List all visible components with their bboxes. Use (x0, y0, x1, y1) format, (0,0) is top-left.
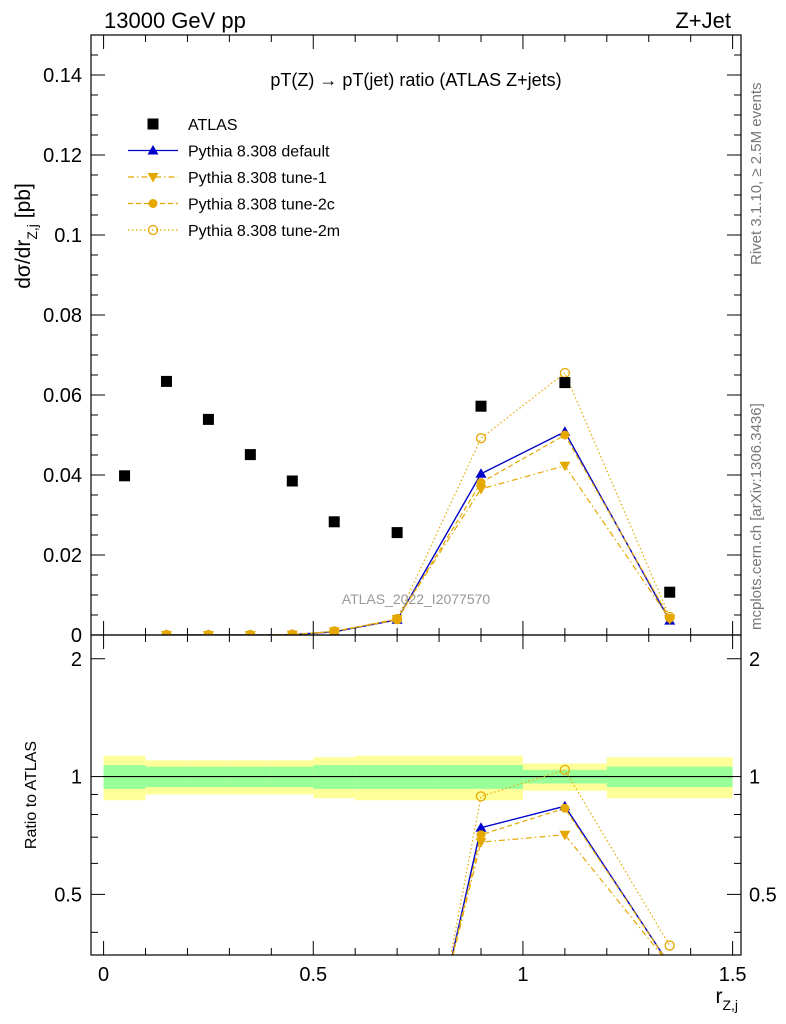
ratio-y-tick-label: 0.5 (54, 884, 82, 906)
x-axis-label-sub: Z,j (722, 997, 738, 1013)
main-y-axis-label-text: dσ/dr (12, 240, 35, 289)
atlas-point (559, 377, 571, 389)
ratio-y-tick-labels: 0.5 0.5 1 1 2 2 (54, 649, 777, 907)
series-2-line (166, 434, 671, 635)
legend-label-4: Pythia 8.308 tune-2m (188, 223, 340, 240)
series-2-ratio-point (560, 803, 570, 813)
legend-marker-1 (147, 145, 159, 155)
legend: ATLAS Pythia 8.308 default Pythia 8.308 tu… (128, 117, 340, 240)
legend-marker-2 (147, 173, 159, 183)
main-panel: 0 0.02 0.04 0.06 0.08 0.1 0.12 0.14 pT(Z) → pT(… (12, 34, 742, 647)
header-right-label: Z+Jet (675, 8, 731, 33)
ratio-y-tick-label: 2 (71, 649, 82, 671)
series-0-ratio-point (664, 960, 675, 970)
ratio-data-layer (103, 755, 733, 971)
atlas-point (391, 527, 403, 539)
header-left-label: 13000 GeV pp (104, 8, 246, 33)
series-2-ratio-point (476, 830, 486, 840)
x-tick-label: 0.5 (299, 964, 327, 986)
series-3-point (559, 367, 571, 379)
series-3-point (203, 629, 214, 635)
ratio-y-tick-label: 1 (71, 767, 82, 789)
x-tick-labels: 0 0.5 1 1.5 (98, 964, 747, 986)
legend-label-0: ATLAS (188, 117, 238, 134)
y-tick-label: 0 (71, 625, 82, 647)
y-tick-label: 0.12 (43, 145, 82, 167)
series-3-point (245, 629, 256, 635)
ratio-panel-frame (90, 634, 742, 956)
atlas-point (202, 413, 214, 425)
svg-text:dσ/drZ,j [pb]: dσ/drZ,j [pb] (12, 183, 40, 289)
legend-label-3: Pythia 8.308 tune-2c (188, 197, 335, 214)
series-3-point (475, 433, 487, 444)
y-tick-label: 0.06 (43, 385, 82, 407)
ratio-panel: 0.5 0.5 1 1 2 2 0 0.5 1 1.5 Ratio to ATLAS rZ,j (23, 634, 777, 1013)
atlas-point (244, 449, 256, 461)
series-3-ratio-point (664, 940, 675, 951)
main-y-axis-label-sub: Z,j (24, 224, 40, 240)
atlas-point (160, 375, 172, 387)
main-y-tick-labels: 0 0.02 0.04 0.06 0.08 0.1 0.12 0.14 (43, 65, 82, 647)
series-2-point (476, 478, 486, 488)
series-2-point (287, 630, 297, 635)
series-1-ratio-point (664, 961, 675, 971)
main-y-axis-label-unit: [pb] (12, 183, 35, 224)
atlas-point (119, 470, 131, 482)
mcplots-reference-label: mcplots.cern.ch [arXiv:1306.3436] (748, 403, 765, 630)
x-axis-label: rZ,j (715, 985, 738, 1013)
series-3-point (161, 629, 172, 635)
main-data-layer (119, 367, 676, 635)
ratio-y-tick-label-right: 0.5 (749, 884, 777, 906)
watermark-label: ATLAS_2022_I2077570 (342, 591, 491, 607)
series-1-ratio-line (452, 834, 663, 955)
rivet-version-label: Rivet 3.1.10, ≥ 2.5M events (748, 83, 765, 266)
ratio-axis-ticks (91, 635, 741, 955)
y-tick-label: 0.04 (43, 465, 82, 487)
atlas-point (328, 516, 340, 528)
series-2-ratio-point (665, 961, 674, 970)
series-2-point (560, 430, 570, 440)
series-1-ratio-point (475, 838, 487, 848)
y-tick-label: 0.02 (43, 545, 82, 567)
atlas-point (286, 475, 298, 487)
y-tick-label: 0.14 (43, 65, 82, 87)
series-3-ratio-line (450, 769, 671, 955)
series-2-point (329, 626, 339, 635)
y-tick-label: 0.1 (54, 225, 82, 247)
atlas-point (664, 586, 676, 598)
y-tick-label: 0.08 (43, 305, 82, 327)
series-3-point (329, 626, 340, 635)
legend-marker-4 (147, 224, 159, 236)
series-1-line (166, 465, 671, 635)
main-y-axis-label: dσ/drZ,j [pb] (12, 183, 40, 289)
series-2-point (392, 615, 402, 625)
chart-title: pT(Z) → pT(jet) ratio (ATLAS Z+jets) (270, 70, 561, 90)
legend-label-1: Pythia 8.308 default (188, 144, 330, 161)
series-3-ratio-point (559, 764, 571, 776)
series-1-ratio-point (559, 830, 571, 841)
ratio-y-tick-label-right: 1 (749, 767, 760, 789)
series-3-point (391, 613, 403, 625)
x-tick-label: 1 (517, 964, 528, 986)
x-axis-label-text: r (715, 985, 722, 1008)
series-3-point (664, 611, 675, 623)
series-2-ratio-line (452, 807, 664, 955)
atlas-point (475, 400, 487, 412)
ratio-y-tick-label-right: 2 (749, 649, 760, 671)
series-0-point (475, 468, 487, 478)
ratio-y-axis-label: Ratio to ATLAS (23, 741, 40, 849)
legend-label-2: Pythia 8.308 tune-1 (188, 170, 327, 187)
x-tick-label: 0 (98, 964, 109, 986)
legend-marker-3 (148, 199, 158, 208)
series-3-ratio-point (475, 791, 487, 802)
series-0-ratio-point (475, 822, 487, 832)
series-1-point (559, 461, 571, 472)
legend-marker-0 (147, 118, 159, 130)
x-tick-label: 1.5 (719, 964, 747, 986)
